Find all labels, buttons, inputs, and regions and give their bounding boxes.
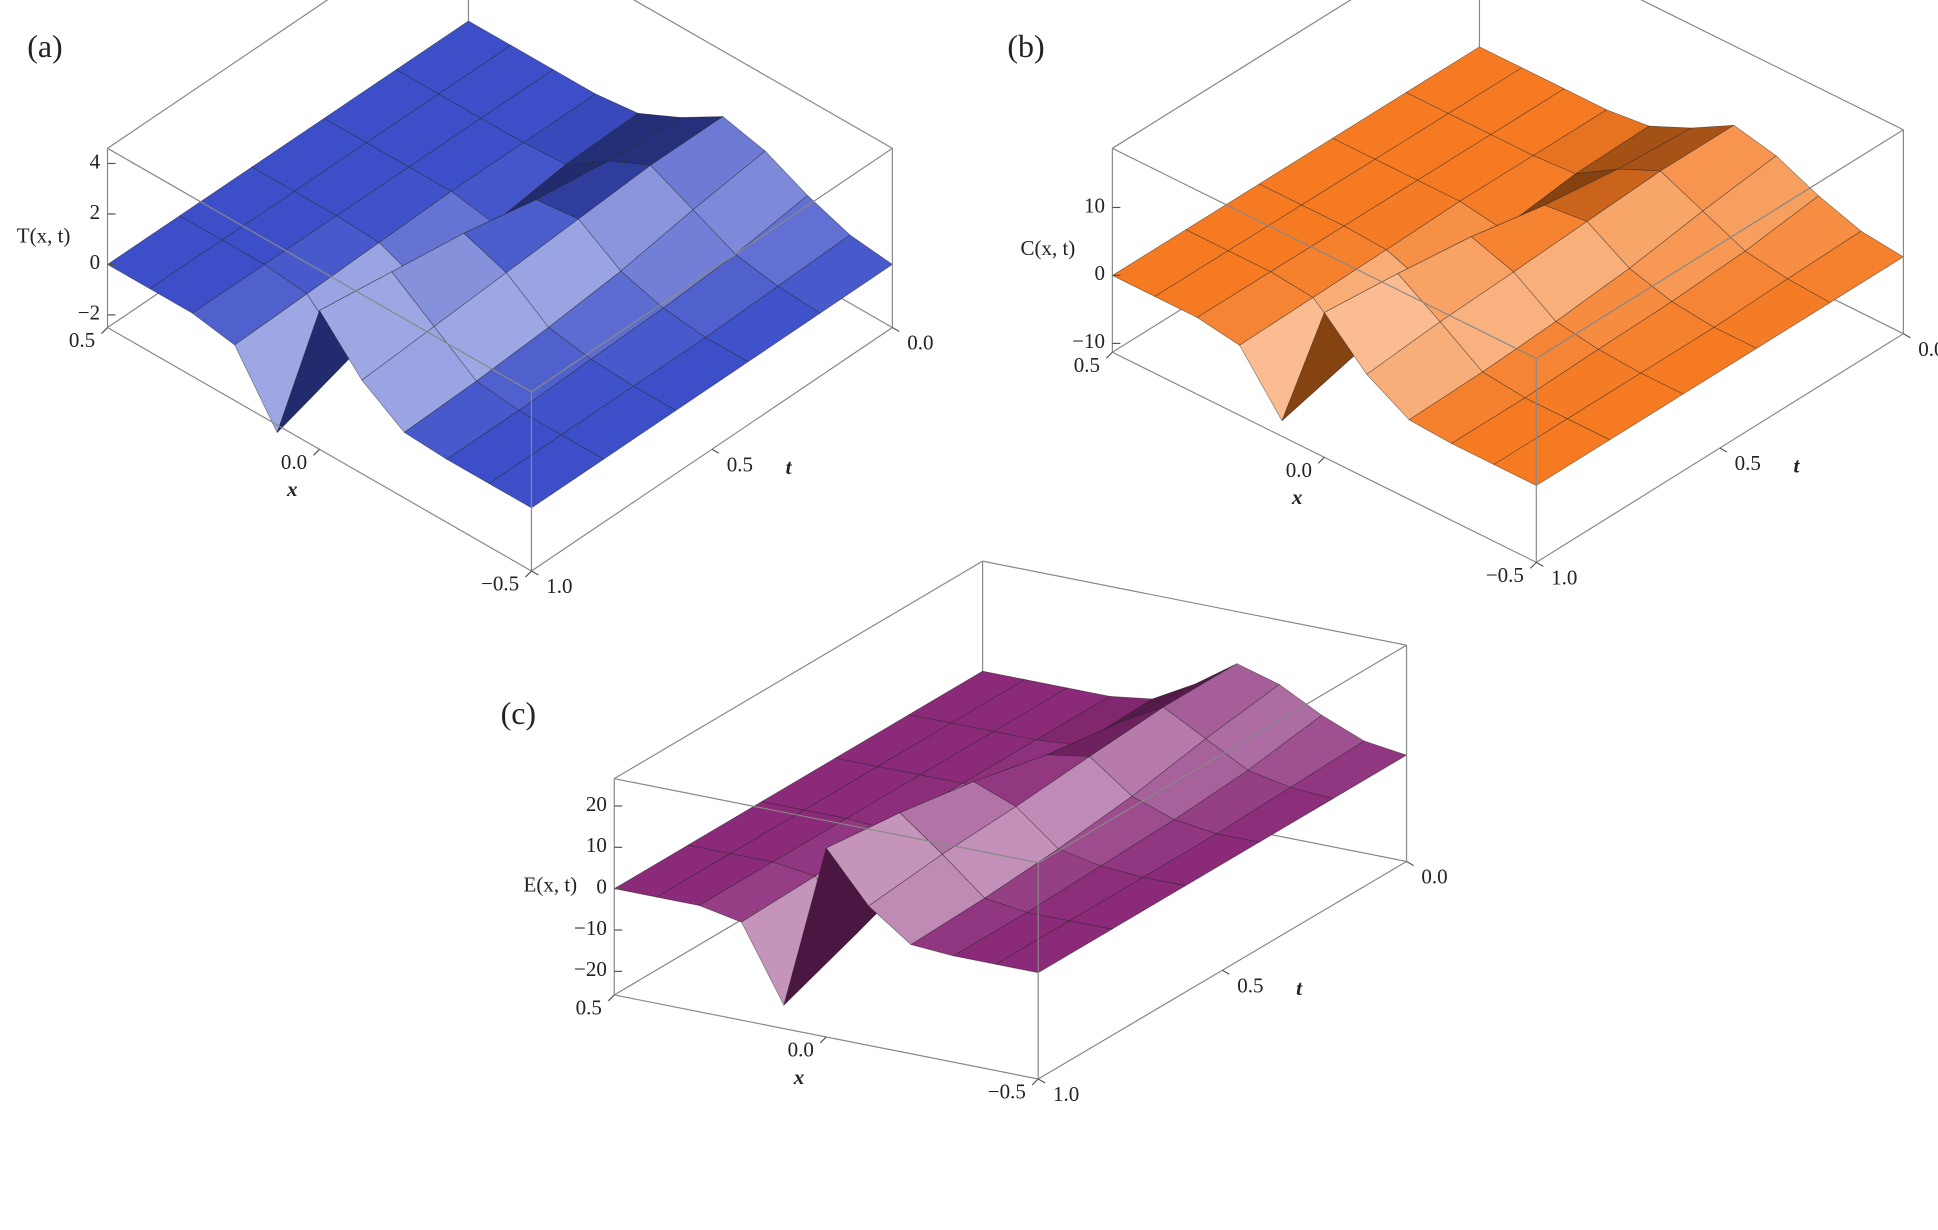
- x-tick: [313, 448, 320, 456]
- box-edge: [614, 778, 1039, 864]
- x-tick: [607, 994, 615, 1002]
- box-edge: [531, 147, 893, 393]
- x-tick-label: 0.0: [281, 450, 307, 474]
- surface-patch: [488, 434, 605, 509]
- z-tick-label: −2: [78, 301, 100, 325]
- z-tick-label: −10: [1072, 329, 1105, 353]
- x-axis-label: x: [1291, 485, 1303, 509]
- x-tick: [819, 1036, 827, 1044]
- z-tick-label: 0: [90, 250, 101, 274]
- y-tick: [1903, 333, 1911, 339]
- x-tick-label: 0.5: [576, 996, 602, 1020]
- x-tick: [1105, 351, 1113, 359]
- y-tick: [1406, 860, 1414, 866]
- z-tick-label: 0: [1094, 261, 1105, 285]
- y-axis-label: t: [1296, 976, 1303, 1000]
- x-axis-label: x: [286, 477, 298, 501]
- x-tick: [1529, 561, 1537, 569]
- x-tick-label: −0.5: [1486, 563, 1524, 587]
- y-tick: [1536, 561, 1544, 567]
- z-tick-label: −20: [574, 957, 607, 981]
- y-tick: [1719, 447, 1728, 453]
- z-tick-label: 10: [586, 833, 607, 857]
- x-tick-label: −0.5: [988, 1080, 1026, 1104]
- z-tick-label: 4: [90, 149, 101, 173]
- y-tick: [711, 448, 720, 454]
- y-tick-label: 0.5: [727, 452, 753, 476]
- z-tick-label: 10: [1084, 193, 1105, 217]
- box-edge: [1535, 129, 1904, 359]
- y-tick: [1037, 1078, 1046, 1084]
- panel-label: (c): [501, 695, 537, 731]
- box-edge: [1112, 147, 1537, 359]
- y-tick: [531, 570, 539, 576]
- z-tick-label: 20: [586, 792, 607, 816]
- x-tick: [1317, 456, 1325, 464]
- panel-label: (b): [1007, 28, 1044, 64]
- y-axis-label: t: [1794, 454, 1801, 478]
- box-edge: [531, 327, 893, 572]
- box-edge: [632, 0, 893, 149]
- z-axis-label: C(x, t): [1020, 236, 1075, 260]
- box-edge: [1535, 333, 1904, 563]
- z-axis-label: T(x, t): [17, 224, 71, 248]
- panel-label: (a): [27, 28, 63, 64]
- y-tick-label: 0.5: [1237, 973, 1263, 997]
- z-axis-label: E(x, t): [524, 873, 578, 897]
- y-tick-label: 0.0: [1918, 337, 1938, 361]
- box-edge: [1037, 644, 1407, 864]
- x-tick: [101, 327, 108, 334]
- x-tick-label: 0.5: [1074, 353, 1100, 377]
- x-tick-label: 0.5: [69, 328, 95, 352]
- x-tick-label: 0.0: [788, 1038, 814, 1062]
- box-edge: [1112, 0, 1352, 149]
- y-tick-label: 1.0: [1551, 565, 1577, 589]
- y-tick-label: 0.0: [1421, 865, 1447, 889]
- surface-patch: [1493, 418, 1611, 486]
- y-tick-label: 1.0: [546, 574, 572, 598]
- y-tick: [1222, 969, 1230, 975]
- x-tick: [525, 570, 532, 578]
- x-axis-label: x: [793, 1065, 805, 1089]
- box-edge: [1640, 0, 1904, 131]
- box-edge: [107, 0, 329, 149]
- x-tick-label: −0.5: [481, 572, 519, 596]
- box-edge: [107, 147, 532, 393]
- surface-patch: [994, 920, 1113, 974]
- box-edge: [613, 560, 983, 780]
- y-axis-label: t: [786, 455, 793, 479]
- x-tick-label: 0.0: [1286, 458, 1312, 482]
- z-tick-label: −10: [574, 916, 607, 940]
- y-tick-label: 1.0: [1053, 1082, 1079, 1106]
- z-tick-label: 0: [596, 874, 607, 898]
- x-tick: [1031, 1078, 1039, 1086]
- y-tick-label: 0.5: [1735, 451, 1761, 475]
- y-tick-label: 0.0: [907, 331, 933, 355]
- y-tick: [892, 327, 900, 333]
- z-tick-label: 2: [90, 200, 101, 224]
- box-edge: [982, 560, 1407, 646]
